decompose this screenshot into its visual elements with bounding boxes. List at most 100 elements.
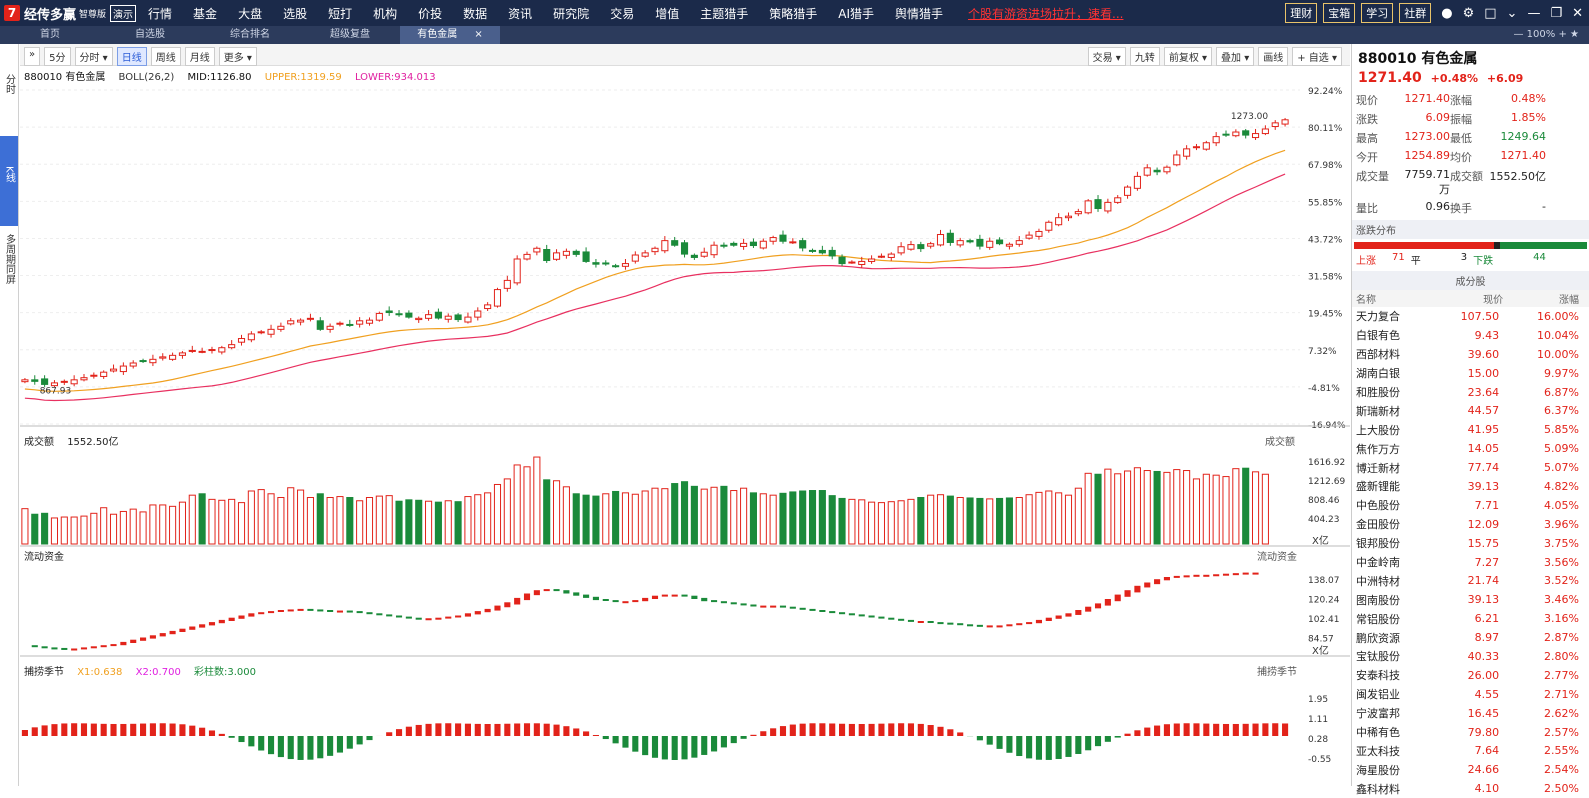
menu-item[interactable]: 交易 <box>610 5 634 22</box>
season-bar <box>396 729 402 736</box>
nav-fenshi[interactable]: 分时 <box>0 44 18 136</box>
close-tab-icon[interactable]: × <box>474 29 482 40</box>
menu-item[interactable]: 策略猎手 <box>769 5 817 22</box>
zoom-in-icon[interactable]: + <box>1558 29 1566 40</box>
season-bar <box>1223 724 1229 736</box>
zoom-control[interactable]: — 100% + ★ <box>1513 26 1579 44</box>
flow-bar <box>790 607 796 609</box>
draw-button[interactable]: 画线 <box>1258 47 1288 66</box>
col-change[interactable]: 涨幅 <box>1503 290 1589 307</box>
candle-body <box>386 311 392 313</box>
user-icon[interactable]: ● <box>1441 6 1452 21</box>
col-name[interactable]: 名称 <box>1352 290 1432 307</box>
star-icon[interactable]: ★ <box>1570 29 1579 40</box>
nav-multi[interactable]: 多周期同屏 <box>0 226 18 288</box>
menu-item[interactable]: 研究院 <box>553 5 589 22</box>
restore-icon[interactable]: ❐ <box>1550 6 1562 21</box>
menu-item[interactable]: 主题猎手 <box>700 5 748 22</box>
menu-item[interactable]: 数据 <box>463 5 487 22</box>
stock-change: 4.05% <box>1503 496 1589 515</box>
volume-bar <box>977 498 983 544</box>
season-bar <box>1213 724 1219 736</box>
zoom-out-icon[interactable]: — <box>1513 29 1523 40</box>
licai-button[interactable]: 理财 <box>1285 3 1317 23</box>
col-price[interactable]: 现价 <box>1432 290 1503 307</box>
period-week[interactable]: 周线 <box>151 47 181 66</box>
menu-item[interactable]: 大盘 <box>238 5 262 22</box>
tab-nonferrous[interactable]: 有色金属 × <box>400 26 500 44</box>
flow-bar <box>652 596 658 599</box>
chevron-down-icon[interactable]: ⌄ <box>1507 6 1518 21</box>
expand-icon[interactable]: » <box>24 47 40 66</box>
period-day[interactable]: 日线 <box>117 47 147 66</box>
fuquan-button[interactable]: 前复权 ▾ <box>1164 47 1212 66</box>
jiuzhuan-button[interactable]: 九转 <box>1130 47 1160 66</box>
menu-item[interactable]: 行情 <box>148 5 172 22</box>
tab-watchlist[interactable]: 自选股 <box>100 26 200 44</box>
add-watch-button[interactable]: + 自选 ▾ <box>1292 47 1342 66</box>
season-bar <box>504 724 510 736</box>
menu-item[interactable]: AI猎手 <box>838 5 874 22</box>
period-fenshi[interactable]: 分时 ▾ <box>75 47 113 66</box>
menu-item[interactable]: 选股 <box>283 5 307 22</box>
gear-icon[interactable]: ⚙ <box>1463 6 1475 21</box>
menu-item[interactable]: 机构 <box>373 5 397 22</box>
demo-badge[interactable]: 演示 <box>110 5 136 22</box>
shequn-button[interactable]: 社群 <box>1399 3 1431 23</box>
menu-item[interactable]: 短打 <box>328 5 352 22</box>
trade-button[interactable]: 交易 ▾ <box>1088 47 1126 66</box>
menu-item[interactable]: 舆情猎手 <box>895 5 943 22</box>
menu-item[interactable]: 基金 <box>193 5 217 22</box>
tab-ranking[interactable]: 综合排名 <box>200 26 300 44</box>
marquee-link[interactable]: 个股有游资进场拉升，速看... <box>968 5 1123 22</box>
menu-item[interactable]: 价投 <box>418 5 442 22</box>
minimize-icon[interactable]: — <box>1527 6 1540 21</box>
tab-review[interactable]: 超级复盘 <box>300 26 400 44</box>
volume-bar <box>1075 488 1081 544</box>
menu-item[interactable]: 增值 <box>655 5 679 22</box>
window-icon[interactable]: □ <box>1484 6 1496 21</box>
xuexi-button[interactable]: 学习 <box>1361 3 1393 23</box>
baoxiang-button[interactable]: 宝箱 <box>1323 3 1355 23</box>
period-5min[interactable]: 5分 <box>44 47 70 66</box>
season-bar <box>160 723 166 736</box>
period-month[interactable]: 月线 <box>185 47 215 66</box>
candle-body <box>613 266 619 267</box>
tab-home[interactable]: 首页 <box>0 26 100 44</box>
quote-value: 1271.40 <box>1394 92 1450 108</box>
menu-item[interactable]: 资讯 <box>508 5 532 22</box>
overlay-button[interactable]: 叠加 ▾ <box>1216 47 1254 66</box>
volume-bar <box>386 496 392 544</box>
volume-bar <box>406 500 412 544</box>
close-icon[interactable]: ✕ <box>1572 6 1583 21</box>
period-more[interactable]: 更多 ▾ <box>219 47 257 66</box>
nav-kline[interactable]: K线 <box>0 136 18 226</box>
kline-chart[interactable]: 92.24%80.11%67.98%55.85%43.72%31.58%19.4… <box>20 66 1350 786</box>
